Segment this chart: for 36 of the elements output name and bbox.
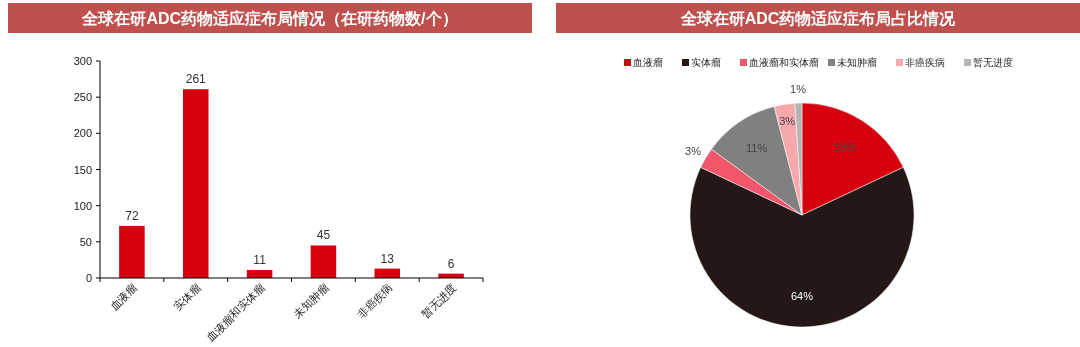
data-label: 261	[185, 72, 207, 87]
bar	[182, 89, 209, 278]
data-label: 1%	[790, 82, 807, 95]
y-tick-label: 100	[73, 199, 92, 212]
legend-label: 非癌疾病	[905, 57, 945, 68]
data-label: 72	[125, 208, 139, 223]
data-label: 3%	[779, 114, 796, 127]
x-tick-label: 血液瘤	[107, 280, 140, 313]
legend-label: 血液瘤	[633, 57, 663, 68]
y-tick-label: 300	[73, 55, 92, 67]
x-tick-label: 非癌疾病	[355, 280, 395, 321]
data-label: 6	[447, 256, 455, 271]
legend-label: 血液瘤和实体瘤	[749, 57, 819, 68]
data-label: 13	[380, 251, 395, 266]
bar	[310, 245, 337, 278]
data-label: 45	[316, 228, 331, 243]
legend-label: 未知肿瘤	[837, 57, 877, 68]
y-tick-label: 150	[73, 163, 92, 176]
data-label: 11%	[746, 142, 768, 155]
data-label: 11	[253, 253, 267, 268]
x-tick-label: 实体瘤	[171, 280, 204, 313]
y-tick-label: 250	[73, 91, 92, 104]
chart-title: 全球在研ADC药物适应症布局占比情况	[679, 9, 957, 27]
x-tick-label: 血液瘤和实体瘤	[204, 280, 267, 344]
y-tick-label: 200	[73, 127, 92, 140]
data-label: 3%	[685, 144, 702, 157]
x-tick-label: 未知肿瘤	[291, 280, 331, 321]
x-tick-label: 暂无进度	[418, 280, 459, 321]
chart-title: 全球在研ADC药物适应症布局情况（在研药物数/个）	[81, 9, 458, 28]
bar	[119, 225, 145, 278]
data-label: 18%	[834, 140, 857, 153]
data-label: 64%	[790, 289, 814, 302]
y-tick-label: 50	[79, 235, 92, 248]
legend-label: 实体瘤	[691, 57, 721, 68]
legend-label: 暂无进度	[973, 57, 1013, 68]
y-tick-label: 0	[85, 272, 92, 284]
